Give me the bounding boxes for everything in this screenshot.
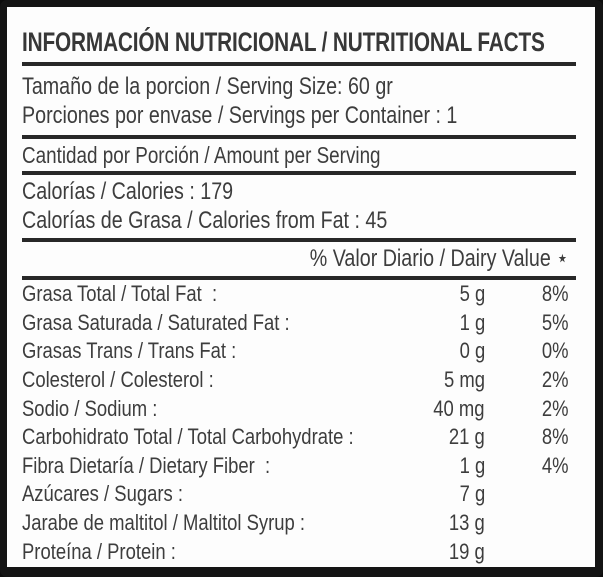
nutrient-amount: 5 g bbox=[459, 281, 485, 307]
nutrient-dv-cell: 0% bbox=[485, 338, 576, 364]
nutrient-dv-cell: 2% bbox=[485, 396, 576, 422]
divider bbox=[22, 62, 576, 66]
nutrient-name: Azúcares / Sugars : bbox=[22, 481, 184, 507]
nutrient-daily-value: 4% bbox=[542, 452, 569, 478]
nutrient-daily-value: 2% bbox=[542, 367, 569, 393]
nutrient-row: Fibra Dietaría / Dietary Fiber : 1 g 4% bbox=[22, 452, 576, 481]
nutrient-name: Grasas Trans / Trans Fat : bbox=[22, 338, 237, 364]
nutrient-name-cell: Jarabe de maltitol / Maltitol Syrup : bbox=[22, 510, 390, 536]
label-title: INFORMACIÓN NUTRICIONAL / NUTRITIONAL FA… bbox=[22, 27, 576, 58]
nutrient-amount-cell: 13 g bbox=[390, 510, 485, 536]
calories-text: Calorías / Calories : 179 bbox=[22, 178, 234, 205]
calories-from-fat-text: Calorías de Grasa / Calories from Fat : … bbox=[22, 207, 388, 234]
nutrient-row: Grasa Total / Total Fat : 5 g 8% bbox=[22, 280, 576, 309]
nutrient-amount-cell: 40 mg bbox=[390, 396, 485, 422]
serving-section: Tamaño de la porcion / Serving Size: 60 … bbox=[22, 66, 576, 135]
nutrient-daily-value: 8% bbox=[542, 281, 569, 307]
nutrient-dv-cell bbox=[485, 510, 576, 536]
nutrient-dv-cell: 8% bbox=[485, 281, 576, 307]
nutrient-daily-value: 0% bbox=[542, 338, 569, 364]
nutrient-amount-cell: 7 g bbox=[390, 481, 485, 507]
nutrient-name: Colesterol / Colesterol : bbox=[22, 367, 214, 393]
calories-section: Calorías / Calories : 179 Calorías de Gr… bbox=[22, 175, 576, 238]
nutrient-name: Sodio / Sodium : bbox=[22, 395, 158, 421]
nutrient-row: Grasas Trans / Trans Fat : 0 g 0% bbox=[22, 337, 576, 366]
nutrient-row: Grasa Saturada / Saturated Fat : 1 g 5% bbox=[22, 309, 576, 338]
nutrient-name: Grasa Total / Total Fat : bbox=[22, 281, 218, 307]
nutrient-amount: 1 g bbox=[459, 452, 485, 478]
divider bbox=[22, 238, 576, 242]
nutrient-amount: 19 g bbox=[449, 538, 485, 564]
nutrient-name-cell: Grasa Saturada / Saturated Fat : bbox=[22, 310, 390, 336]
nutrient-name-cell: Sodio / Sodium : bbox=[22, 396, 390, 422]
nutrient-daily-value: 2% bbox=[542, 395, 569, 421]
nutrient-name: Grasa Saturada / Saturated Fat : bbox=[22, 309, 290, 335]
amount-per-serving-section: Cantidad por Porción / Amount per Servin… bbox=[22, 139, 576, 171]
nutrient-amount: 5 mg bbox=[443, 367, 485, 393]
nutrient-dv-cell bbox=[485, 481, 576, 507]
calories-from-fat-line: Calorías de Grasa / Calories from Fat : … bbox=[22, 206, 576, 235]
nutrient-amount: 1 g bbox=[459, 309, 485, 335]
nutrient-row: Colesterol / Colesterol : 5 mg 2% bbox=[22, 366, 576, 395]
nutrient-daily-value: 8% bbox=[542, 424, 569, 450]
nutrients-table: Grasa Total / Total Fat : 5 g 8% Grasa S… bbox=[22, 280, 576, 566]
nutrient-row: Jarabe de maltitol / Maltitol Syrup : 13… bbox=[22, 509, 576, 538]
calories-line: Calorías / Calories : 179 bbox=[22, 177, 576, 206]
nutrient-name: Jarabe de maltitol / Maltitol Syrup : bbox=[22, 510, 306, 536]
nutrient-name: Carbohidrato Total / Total Carbohydrate … bbox=[22, 424, 354, 450]
nutrient-row: Proteína / Protein : 19 g bbox=[22, 537, 576, 566]
nutrient-row: Carbohidrato Total / Total Carbohydrate … bbox=[22, 423, 576, 452]
nutrient-dv-cell bbox=[485, 539, 576, 565]
nutrient-amount: 0 g bbox=[459, 338, 485, 364]
nutrient-amount: 7 g bbox=[459, 481, 485, 507]
nutrient-amount: 13 g bbox=[449, 510, 485, 536]
nutrient-dv-cell: 8% bbox=[485, 424, 576, 450]
nutrient-amount-cell: 5 g bbox=[390, 281, 485, 307]
nutrient-amount: 21 g bbox=[449, 424, 485, 450]
nutrient-amount-cell: 5 mg bbox=[390, 367, 485, 393]
nutrient-amount-cell: 1 g bbox=[390, 453, 485, 479]
nutrient-name-cell: Azúcares / Sugars : bbox=[22, 481, 390, 507]
daily-value-header: % Valor Diario / Dairy Value ⋆ bbox=[22, 242, 576, 276]
nutrient-dv-cell: 5% bbox=[485, 310, 576, 336]
divider bbox=[22, 171, 576, 175]
nutrient-daily-value: 5% bbox=[542, 309, 569, 335]
nutrient-row: Azúcares / Sugars : 7 g bbox=[22, 480, 576, 509]
nutrient-name: Fibra Dietaría / Dietary Fiber : bbox=[22, 452, 271, 478]
nutrient-name: Proteína / Protein : bbox=[22, 538, 176, 564]
nutrient-name-cell: Grasas Trans / Trans Fat : bbox=[22, 338, 390, 364]
serving-size-line: Tamaño de la porcion / Serving Size: 60 … bbox=[22, 72, 576, 101]
nutrient-name-cell: Carbohidrato Total / Total Carbohydrate … bbox=[22, 424, 390, 450]
nutrient-amount-cell: 19 g bbox=[390, 539, 485, 565]
nutrient-name-cell: Grasa Total / Total Fat : bbox=[22, 281, 390, 307]
serving-size-text: Tamaño de la porcion / Serving Size: 60 … bbox=[22, 73, 393, 100]
nutrient-row: Sodio / Sodium : 40 mg 2% bbox=[22, 394, 576, 423]
nutrient-name-cell: Proteína / Protein : bbox=[22, 539, 390, 565]
nutrient-amount-cell: 0 g bbox=[390, 338, 485, 364]
nutrient-dv-cell: 4% bbox=[485, 453, 576, 479]
label-title-text: INFORMACIÓN NUTRICIONAL / NUTRITIONAL FA… bbox=[22, 27, 545, 57]
nutrient-amount-cell: 1 g bbox=[390, 310, 485, 336]
nutrient-amount: 40 mg bbox=[433, 395, 485, 421]
nutrient-dv-cell: 2% bbox=[485, 367, 576, 393]
nutrient-amount-cell: 21 g bbox=[390, 424, 485, 450]
divider bbox=[22, 276, 576, 280]
nutrient-name-cell: Fibra Dietaría / Dietary Fiber : bbox=[22, 453, 390, 479]
divider bbox=[22, 135, 576, 139]
nutrient-name-cell: Colesterol / Colesterol : bbox=[22, 367, 390, 393]
amount-per-serving-text: Cantidad por Porción / Amount per Servin… bbox=[22, 142, 381, 168]
servings-per-container-line: Porciones por envase / Servings per Cont… bbox=[22, 101, 576, 130]
servings-per-container-text: Porciones por envase / Servings per Cont… bbox=[22, 102, 458, 129]
daily-value-header-text: % Valor Diario / Dairy Value ⋆ bbox=[310, 245, 569, 272]
